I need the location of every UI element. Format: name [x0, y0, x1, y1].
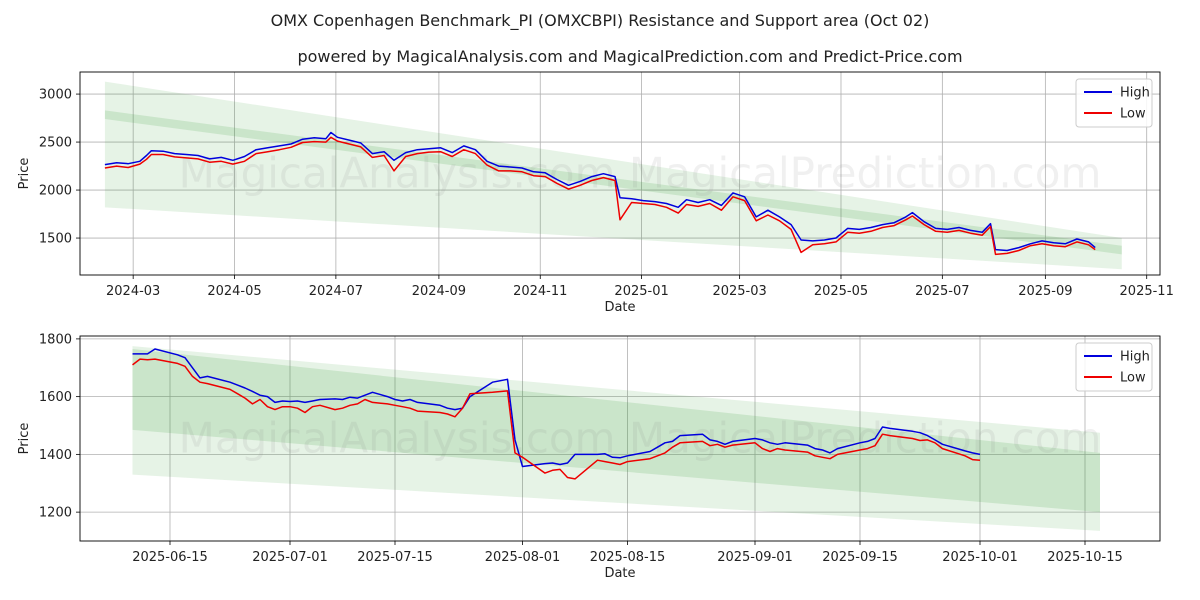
y-tick-label: 2000	[39, 184, 72, 199]
y-tick-label: 1500	[39, 232, 72, 247]
bottom-chart-panel: 2025-06-15 2025-07-01 2025-07-15 2025-08-01…	[17, 332, 1161, 581]
x-tick-label: 2024-09	[412, 284, 466, 299]
plot-frame	[79, 335, 1161, 542]
legend-label-low: Low	[1120, 107, 1146, 122]
x-tick-label: 2025-11	[1120, 284, 1174, 299]
y-axis-label: Price	[17, 158, 32, 190]
x-tick-label: 2024-07	[309, 284, 363, 299]
x-tick-label: 2025-07-15	[357, 550, 433, 565]
series-line-high	[132, 348, 981, 468]
series-line-low	[104, 136, 1096, 256]
plot-frame	[79, 71, 1161, 276]
x-tick-label: 2025-09-01	[717, 550, 793, 565]
legend-label-high: High	[1120, 350, 1150, 365]
watermark-text: MagicalAnalysis.com MagicalPrediction.co…	[179, 414, 1102, 463]
x-tick-label: 2025-09	[1018, 284, 1072, 299]
y-tick-label: 1400	[39, 448, 72, 463]
y-tick-label: 1200	[39, 506, 72, 521]
x-tick-label: 2025-10-01	[942, 550, 1018, 565]
top-chart-panel: 2024-03 2024-05 2024-07 2024-09 2024-11 2025-…	[17, 71, 1174, 315]
y-tick-label: 2500	[39, 136, 72, 151]
x-tick-label: 2024-03	[106, 284, 160, 299]
legend: High Low	[1075, 342, 1153, 392]
x-tick-label: 2025-01	[614, 284, 668, 299]
x-tick-label: 2024-05	[207, 284, 261, 299]
legend-label-low: Low	[1120, 371, 1146, 386]
legend: High Low	[1075, 78, 1153, 128]
x-tick-label: 2025-07-01	[252, 550, 328, 565]
chart-title: OMX Copenhagen Benchmark_PI (OMXCBPI) Re…	[271, 11, 930, 31]
x-tick-label: 2024-11	[513, 284, 567, 299]
legend-label-high: High	[1120, 86, 1150, 101]
x-tick-label: 2025-05	[814, 284, 868, 299]
series-line-high	[104, 131, 1096, 252]
support-resistance-band	[132, 348, 1100, 513]
y-tick-label: 1600	[39, 390, 72, 405]
x-tick-label: 2025-06-15	[132, 550, 208, 565]
y-tick-label: 1800	[39, 332, 72, 347]
y-axis-label: Price	[17, 423, 32, 455]
x-tick-label: 2025-08-01	[485, 550, 561, 565]
x-tick-label: 2025-09-15	[822, 550, 898, 565]
x-axis-label: Date	[604, 300, 635, 315]
chart-subtitle: powered by MagicalAnalysis.com and Magic…	[297, 47, 962, 66]
x-tick-label: 2025-08-15	[590, 550, 666, 565]
x-tick-label: 2025-03	[712, 284, 766, 299]
watermark-text: MagicalAnalysis.com MagicalPrediction.co…	[179, 149, 1102, 198]
series-line-low	[132, 358, 981, 480]
x-tick-label: 2025-07	[915, 284, 969, 299]
y-tick-label: 3000	[39, 88, 72, 103]
x-axis-label: Date	[604, 566, 635, 581]
x-tick-label: 2025-10-15	[1047, 550, 1123, 565]
